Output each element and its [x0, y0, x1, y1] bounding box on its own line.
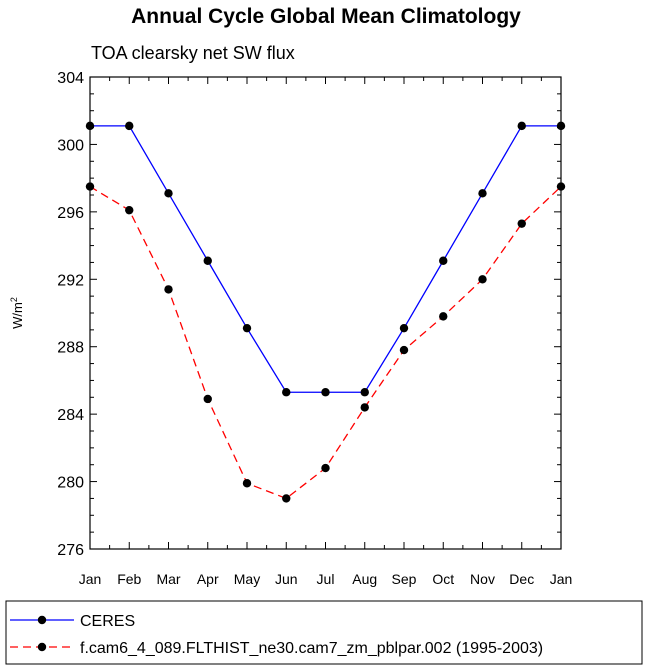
x-tick-label: Apr: [197, 571, 219, 587]
x-tick-label: Sep: [392, 571, 417, 587]
y-axis-label-unit: W/m: [10, 302, 25, 329]
legend: CERES f.cam6_4_089.FLTHIST_ne30.cam7_zm_p…: [10, 613, 543, 657]
series-line-1: [90, 125, 561, 393]
x-tick-label: Feb: [117, 571, 141, 587]
x-tick-label: Jan: [79, 571, 102, 587]
x-tick-label: May: [234, 571, 260, 587]
data-point-series-1: [125, 121, 134, 131]
y-axis-label-exponent: 2: [9, 297, 19, 302]
data-point-series-1: [439, 256, 448, 265]
data-point-series-2: [125, 205, 134, 215]
y-axis-label: W/m2: [9, 297, 25, 329]
x-tick-label: Jan: [550, 571, 573, 587]
x-tick-label: Jun: [275, 571, 298, 587]
y-tick-label: 288: [57, 340, 84, 357]
y-tick-label: 304: [57, 70, 84, 87]
y-tick-label: 280: [57, 475, 84, 492]
legend-box: [5, 600, 643, 665]
data-point-series-2: [517, 219, 526, 228]
data-point-series-1: [321, 388, 330, 397]
x-tick-label: Jul: [317, 571, 335, 587]
data-point-series-2: [399, 345, 409, 355]
data-point-series-1: [478, 189, 487, 198]
y-tick-label: 300: [57, 137, 84, 154]
data-point-series-1: [360, 388, 369, 397]
legend-label-2: f.cam6_4_089.FLTHIST_ne30.cam7_zm_pblpar…: [80, 640, 543, 657]
y-tick-label: 296: [57, 205, 84, 222]
data-point-series-1: [517, 121, 526, 131]
data-point-series-1: [203, 256, 212, 265]
data-point-series-2: [164, 285, 173, 294]
axis-ticks: 276 280 284 288 292 296 300 304 Jan Feb Mar Apr May J…: [57, 70, 572, 587]
chart-title: Annual Cycle Global Mean Climatology: [131, 5, 521, 28]
data-point-series-1: [242, 323, 252, 333]
data-point-series-2: [360, 403, 369, 412]
data-point-series-2: [478, 275, 487, 284]
x-tick-label: Aug: [352, 571, 377, 587]
data-point-series-2: [203, 394, 212, 404]
x-tick-label: Oct: [432, 571, 454, 587]
legend-marker-1: [37, 615, 47, 625]
x-tick-label: Nov: [470, 571, 495, 587]
series-line-2: [89, 186, 562, 500]
data-point-series-2: [282, 494, 291, 503]
legend-marker-2: [37, 642, 47, 652]
y-tick-label: 284: [57, 407, 84, 424]
x-tick-label: Mar: [156, 571, 180, 587]
chart-subtitle: TOA clearsky net SW flux: [91, 43, 295, 63]
series-layer: [85, 121, 566, 503]
data-point-series-1: [164, 189, 173, 198]
legend-label-1: CERES: [80, 613, 135, 630]
data-point-series-2: [242, 479, 252, 488]
data-point-series-2: [321, 463, 330, 473]
x-tick-label: Dec: [509, 571, 534, 587]
data-point-series-1: [282, 388, 291, 397]
plot-frame: [89, 76, 562, 550]
y-tick-label: 292: [57, 272, 84, 289]
data-point-series-1: [399, 323, 409, 333]
y-tick-label: 276: [57, 542, 84, 559]
data-point-series-2: [439, 312, 448, 321]
